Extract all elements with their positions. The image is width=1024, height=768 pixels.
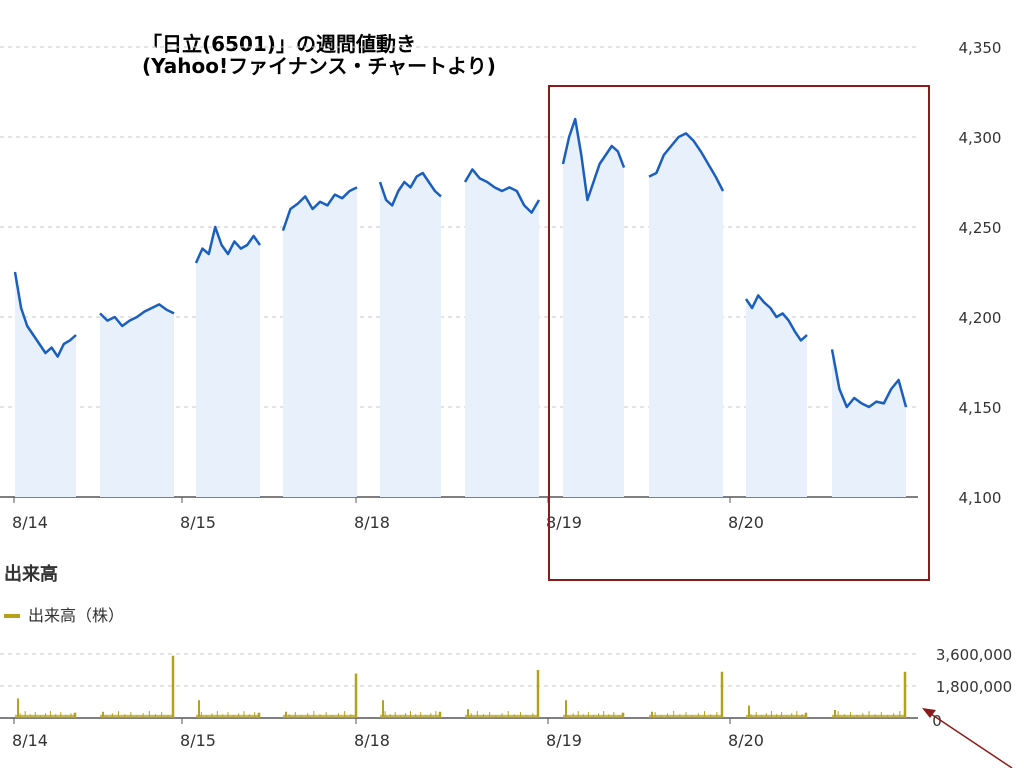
volume-x-tick-label: 8/15 [180,731,216,750]
highlight-box [548,85,930,581]
price-area-8/14-am [15,272,76,497]
price-line-8/20-pm [830,349,908,409]
price-x-tick-label: 8/20 [728,513,764,532]
price-line-8/18-pm [463,168,541,214]
price-x-tick-label: 8/19 [546,513,582,532]
price-line-8/15-pm [281,186,358,232]
volume-heading: 出来高 [4,564,58,585]
price-line-8/20-am [744,294,808,342]
price-area-8/15-pm [283,187,357,497]
price-area-8/15-am [196,227,260,497]
price-y-tick-label: 4,100 [959,489,1002,507]
volume-y-tick-label: 3,600,000 [936,646,1012,664]
volume-y-ticks: 0 1,800,000 3,600,000 [932,646,1012,730]
volume-legend-swatch [4,614,20,618]
price-area-8/18-pm [465,169,539,497]
price-line-8/19-pm [648,132,725,192]
volume-x-tick-label: 8/18 [354,731,390,750]
price-y-tick-label: 4,150 [959,399,1002,417]
price-y-tick-label: 4,200 [959,309,1002,327]
price-y-tick-label: 4,250 [959,219,1002,237]
price-area-8/19-am [563,119,624,497]
price-y-tick-label: 4,350 [959,39,1002,57]
volume-y-tick-label: 0 [932,712,942,730]
volume-x-tick-label: 8/14 [12,731,48,750]
price-line-8/18-am [378,171,442,207]
price-x-tick-label: 8/15 [180,513,216,532]
price-x-tick-label: 8/14 [12,513,48,532]
annotation-arrow [922,708,1013,768]
price-line-8/19-am [561,117,626,202]
volume-bars [15,655,907,718]
price-area-8/18-am [380,173,441,497]
price-line-8/14-pm [99,303,175,328]
chart-title: 「日立(6501)」の週間値動き [142,32,416,56]
price-line-8/14-am [13,271,77,358]
price-y-ticks: 4,100 4,150 4,200 4,250 4,300 4,350 [959,39,1002,507]
price-area-fills [15,119,906,497]
price-area-8/19-pm [649,133,723,497]
volume-x-ticks: 8/14 8/15 8/18 8/19 8/20 [12,718,764,750]
price-area-8/20-pm [832,349,906,497]
price-area-8/14-pm [100,304,174,497]
price-line-8/15-am [194,225,262,264]
price-area-8/20-am [746,295,807,497]
volume-y-tick-label: 1,800,000 [936,678,1012,696]
volume-x-tick-label: 8/20 [728,731,764,750]
volume-legend-label: 出来高（株） [28,606,125,625]
volume-grid [0,653,918,719]
price-y-tick-label: 4,300 [959,129,1002,147]
volume-legend: 出来高（株） [4,602,124,626]
chart-subtitle: (Yahoo!ファイナンス・チャートより) [142,54,496,78]
price-x-ticks: 8/14 8/15 8/18 8/19 8/20 [12,497,764,532]
price-x-tick-label: 8/18 [354,513,390,532]
price-lines [13,117,908,409]
volume-x-tick-label: 8/19 [546,731,582,750]
